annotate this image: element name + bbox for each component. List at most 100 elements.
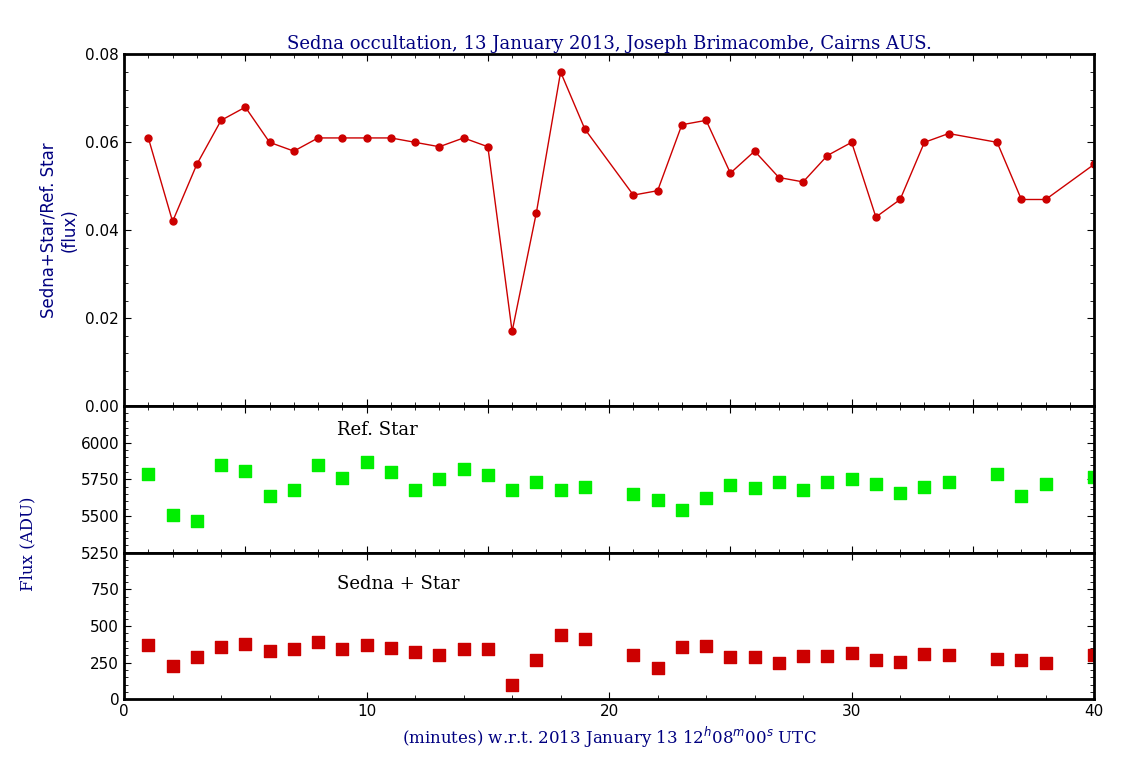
Point bbox=[139, 468, 157, 480]
Point bbox=[988, 136, 1006, 148]
Point bbox=[431, 649, 449, 661]
Point bbox=[672, 119, 690, 131]
Point bbox=[284, 145, 302, 157]
Point bbox=[625, 488, 643, 500]
Point bbox=[697, 639, 715, 652]
Point bbox=[867, 211, 885, 223]
Point bbox=[237, 465, 255, 477]
Point bbox=[381, 132, 400, 145]
Point bbox=[916, 648, 934, 660]
Point bbox=[672, 504, 690, 517]
Point bbox=[649, 493, 667, 506]
Point bbox=[891, 193, 909, 206]
Point bbox=[988, 653, 1006, 665]
Point bbox=[940, 127, 958, 140]
Point bbox=[867, 478, 885, 490]
Point bbox=[406, 646, 424, 658]
Point bbox=[309, 458, 327, 471]
Point bbox=[503, 326, 521, 338]
Text: Ref. Star: Ref. Star bbox=[337, 421, 418, 440]
Point bbox=[358, 639, 376, 651]
Point bbox=[503, 678, 521, 691]
Point bbox=[237, 101, 255, 113]
Point bbox=[746, 650, 764, 663]
Point bbox=[722, 479, 740, 492]
Point bbox=[891, 486, 909, 499]
Point bbox=[552, 629, 570, 641]
Point bbox=[770, 657, 788, 669]
Point bbox=[309, 132, 327, 145]
Point bbox=[794, 483, 812, 496]
Point bbox=[770, 476, 788, 489]
Point bbox=[625, 649, 643, 661]
Point bbox=[988, 468, 1006, 480]
Point bbox=[552, 66, 570, 78]
Point bbox=[139, 132, 157, 145]
Text: Sedna + Star: Sedna + Star bbox=[337, 576, 460, 594]
Point bbox=[1037, 478, 1055, 490]
Point bbox=[237, 637, 255, 650]
Point bbox=[1085, 470, 1103, 483]
Point bbox=[528, 476, 546, 489]
Point bbox=[284, 643, 302, 655]
Point bbox=[1037, 193, 1055, 206]
Point bbox=[649, 184, 667, 197]
Point bbox=[867, 653, 885, 666]
Point bbox=[187, 515, 206, 528]
Point bbox=[503, 483, 521, 496]
Point bbox=[625, 189, 643, 201]
Point bbox=[528, 654, 546, 667]
Point bbox=[1013, 654, 1031, 667]
Point bbox=[1013, 193, 1031, 206]
Point bbox=[455, 463, 473, 476]
Point bbox=[139, 639, 157, 651]
Point bbox=[722, 650, 740, 663]
Point bbox=[164, 508, 182, 521]
Point bbox=[770, 171, 788, 183]
Text: Flux (ADU): Flux (ADU) bbox=[19, 497, 37, 591]
Point bbox=[381, 466, 400, 479]
Point bbox=[1085, 648, 1103, 660]
Point bbox=[212, 641, 230, 653]
Point bbox=[576, 123, 594, 135]
Point bbox=[528, 207, 546, 219]
Point bbox=[261, 645, 279, 657]
Point bbox=[576, 480, 594, 493]
X-axis label: (minutes) w.r.t. 2013 January 13 12$^h$08$^m$00$^s$ UTC: (minutes) w.r.t. 2013 January 13 12$^h$0… bbox=[402, 725, 817, 750]
Y-axis label: Sedna+Star/Ref. Star
(flux): Sedna+Star/Ref. Star (flux) bbox=[39, 142, 79, 318]
Point bbox=[261, 136, 279, 148]
Point bbox=[309, 636, 327, 648]
Point bbox=[672, 640, 690, 653]
Point bbox=[478, 469, 496, 481]
Point bbox=[406, 136, 424, 148]
Point bbox=[576, 633, 594, 646]
Point bbox=[843, 136, 861, 148]
Point bbox=[746, 145, 764, 157]
Point bbox=[1085, 158, 1103, 170]
Point bbox=[697, 493, 715, 505]
Point bbox=[794, 650, 812, 662]
Point bbox=[284, 483, 302, 496]
Point bbox=[478, 643, 496, 656]
Point bbox=[406, 483, 424, 496]
Point bbox=[1037, 657, 1055, 669]
Point bbox=[819, 650, 837, 662]
Point bbox=[722, 167, 740, 179]
Point bbox=[478, 141, 496, 153]
Point bbox=[431, 141, 449, 153]
Point bbox=[455, 132, 473, 145]
Point bbox=[455, 643, 473, 656]
Point bbox=[940, 648, 958, 660]
Point bbox=[261, 490, 279, 502]
Point bbox=[843, 647, 861, 660]
Point bbox=[431, 473, 449, 486]
Point bbox=[187, 158, 206, 170]
Point bbox=[916, 480, 934, 493]
Point bbox=[164, 215, 182, 228]
Point bbox=[1013, 490, 1031, 502]
Point bbox=[794, 176, 812, 188]
Point bbox=[212, 458, 230, 471]
Point bbox=[843, 473, 861, 486]
Point bbox=[819, 149, 837, 162]
Point bbox=[649, 661, 667, 674]
